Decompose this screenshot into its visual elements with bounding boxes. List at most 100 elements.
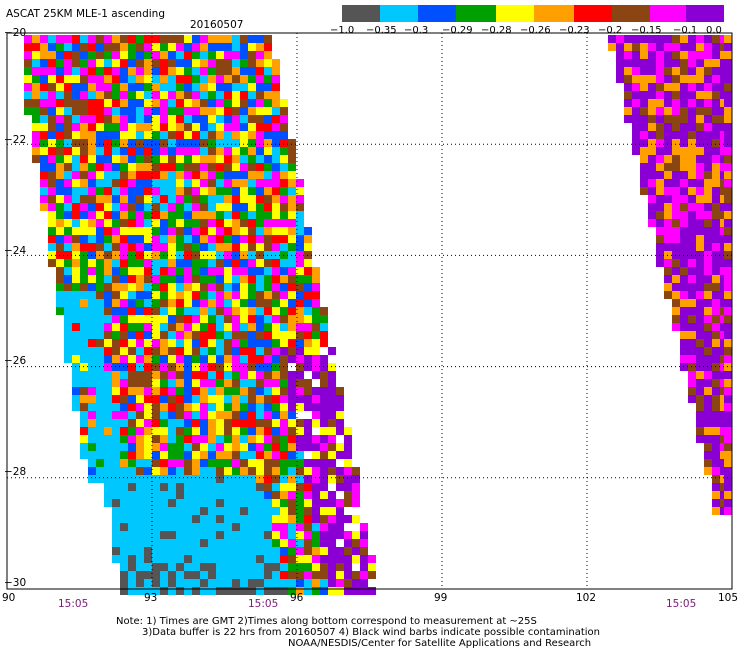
swath-cell: [232, 243, 240, 251]
swath-cell: [208, 371, 216, 379]
swath-cell: [264, 35, 272, 43]
swath-cell: [80, 139, 88, 147]
swath-cell: [64, 235, 72, 243]
swath-cell: [184, 43, 192, 51]
swath-cell: [112, 339, 120, 347]
swath-cell: [160, 403, 168, 411]
swath-cell: [136, 387, 144, 395]
swath-cell: [360, 531, 368, 539]
swath-cell: [248, 267, 256, 275]
swath-cell: [688, 107, 696, 115]
swath-cell: [296, 539, 304, 547]
swath-cell: [296, 371, 304, 379]
swath-cell: [288, 379, 296, 387]
swath-cell: [724, 155, 732, 163]
swath-cell: [240, 163, 248, 171]
swath-cell: [184, 563, 192, 571]
swath-cell: [56, 219, 64, 227]
swath-cell: [104, 451, 112, 459]
swath-cell: [632, 75, 640, 83]
swath-cell: [128, 371, 136, 379]
swath-cell: [88, 227, 96, 235]
swath-cell: [264, 443, 272, 451]
swath-cell: [120, 355, 128, 363]
swath-cell: [696, 275, 704, 283]
swath-cell: [256, 315, 264, 323]
swath-cell: [304, 371, 312, 379]
swath-cell: [80, 403, 88, 411]
swath-cell: [40, 51, 48, 59]
swath-cell: [288, 291, 296, 299]
swath-cell: [120, 299, 128, 307]
swath-cell: [312, 587, 320, 595]
swath-cell: [632, 107, 640, 115]
swath-cell: [272, 419, 280, 427]
swath-cell: [256, 147, 264, 155]
swath-cell: [216, 443, 224, 451]
swath-cell: [272, 203, 280, 211]
swath-cell: [696, 403, 704, 411]
colorbar-label: −0.28: [481, 25, 512, 36]
x-tick-label: 99: [434, 592, 448, 604]
swath-cell: [152, 259, 160, 267]
swath-cell: [208, 43, 216, 51]
swath-cell: [696, 147, 704, 155]
swath-cell: [72, 403, 80, 411]
swath-cell: [656, 211, 664, 219]
swath-cell: [680, 155, 688, 163]
swath-cell: [240, 371, 248, 379]
swath-cell: [128, 323, 136, 331]
swath-cell: [136, 67, 144, 75]
swath-cell: [312, 299, 320, 307]
swath-cell: [72, 387, 80, 395]
swath-cell: [176, 83, 184, 91]
swath-cell: [344, 467, 352, 475]
swath-cell: [312, 331, 320, 339]
swath-cell: [664, 139, 672, 147]
swath-cell: [312, 283, 320, 291]
swath-cell: [88, 147, 96, 155]
swath-cell: [136, 283, 144, 291]
swath-cell: [312, 467, 320, 475]
swath-cell: [192, 475, 200, 483]
swath-cell: [304, 411, 312, 419]
swath-cell: [96, 59, 104, 67]
swath-cell: [200, 131, 208, 139]
colorbar-label: −0.23: [559, 25, 590, 36]
swath-cell: [672, 187, 680, 195]
swath-cell: [616, 35, 624, 43]
swath-cell: [128, 587, 136, 595]
swath-cell: [224, 451, 232, 459]
swath-cell: [112, 507, 120, 515]
swath-cell: [312, 371, 320, 379]
swath-cell: [640, 147, 648, 155]
swath-cell: [624, 67, 632, 75]
swath-cell: [152, 331, 160, 339]
swath-cell: [56, 307, 64, 315]
swath-cell: [280, 563, 288, 571]
swath-cell: [176, 51, 184, 59]
swath-cell: [256, 395, 264, 403]
swath-cell: [224, 67, 232, 75]
swath-cell: [80, 259, 88, 267]
swath-cell: [120, 379, 128, 387]
swath-cell: [160, 107, 168, 115]
swath-cell: [64, 131, 72, 139]
swath-cell: [696, 323, 704, 331]
swath-cell: [48, 115, 56, 123]
swath-cell: [120, 259, 128, 267]
swath-cell: [192, 459, 200, 467]
swath-cell: [160, 123, 168, 131]
swath-cell: [256, 467, 264, 475]
swath-cell: [272, 579, 280, 587]
swath-cell: [256, 547, 264, 555]
swath-cell: [72, 315, 80, 323]
swath-cell: [704, 299, 712, 307]
swath-cell: [680, 291, 688, 299]
swath-cell: [144, 299, 152, 307]
swath-cell: [288, 195, 296, 203]
swath-cell: [352, 571, 360, 579]
swath-cell: [352, 499, 360, 507]
swath-cell: [280, 419, 288, 427]
swath-cell: [184, 91, 192, 99]
